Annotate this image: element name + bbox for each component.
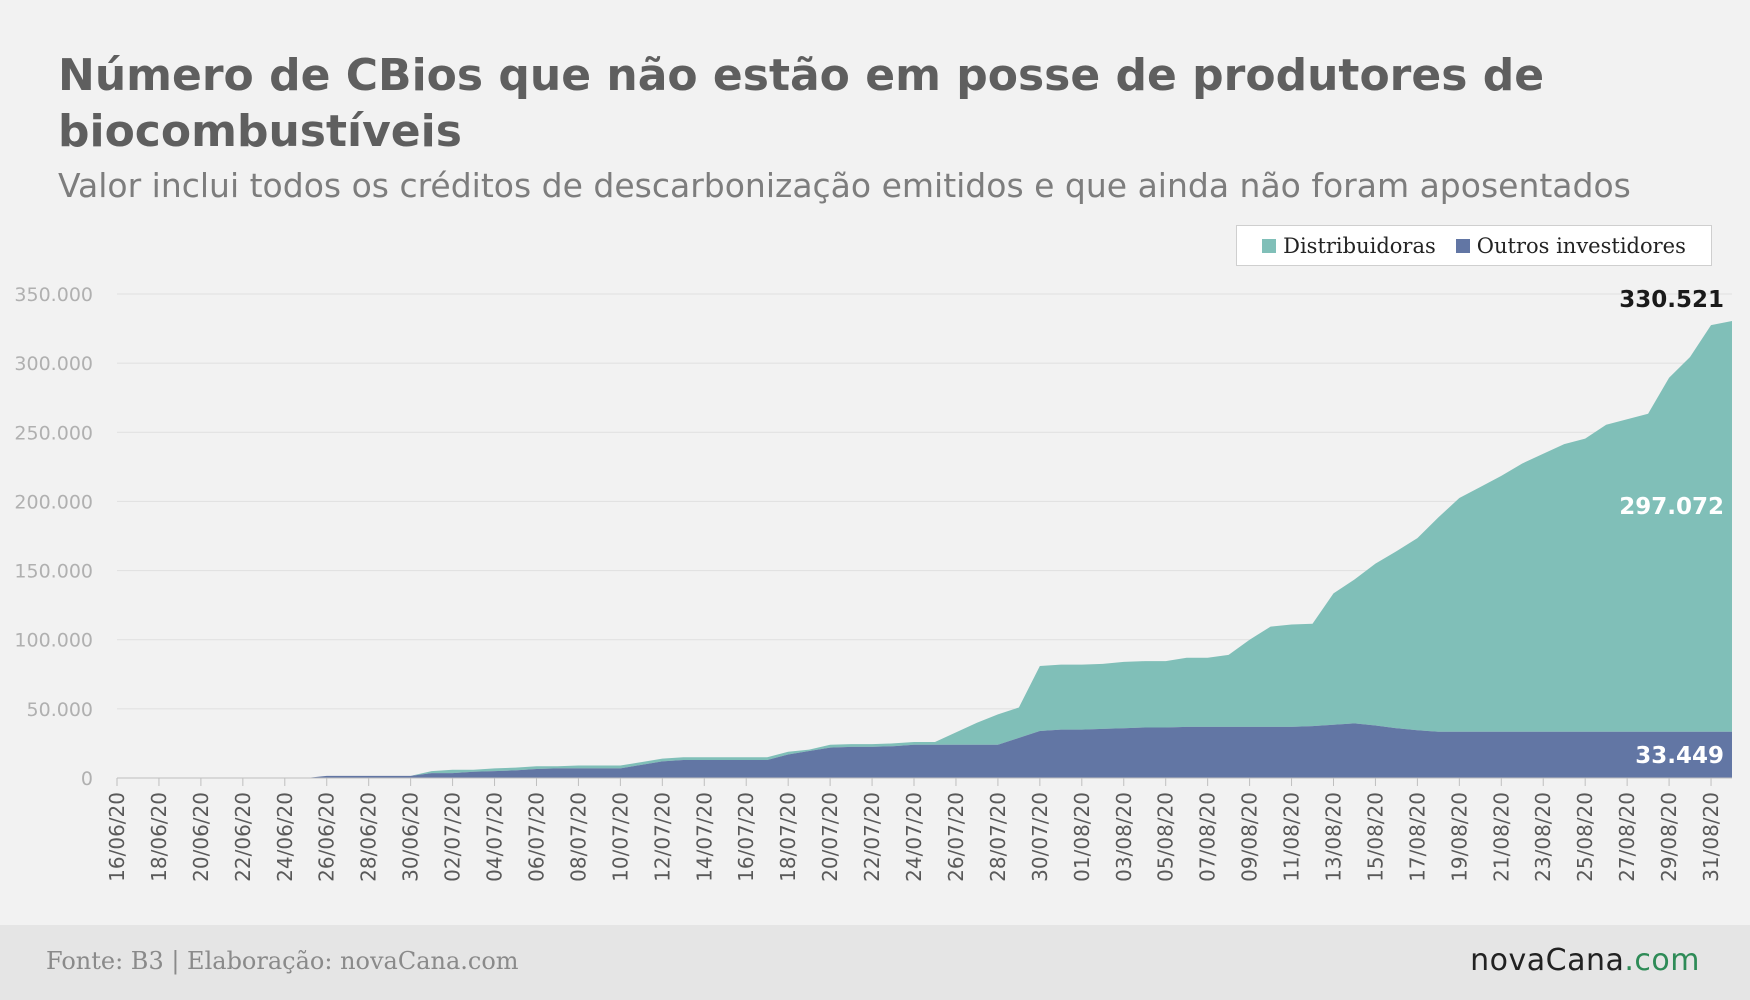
data-labels: 330.521 297.072 33.449 — [1619, 287, 1724, 769]
x-tick-label: 10/07/20 — [608, 792, 632, 882]
x-tick-label: 28/07/20 — [986, 792, 1010, 882]
x-tick-label: 15/08/20 — [1363, 792, 1387, 882]
chart-legend: Distribuidoras Outros investidores — [1236, 225, 1712, 266]
x-tick-label: 22/06/20 — [231, 792, 255, 882]
x-tick-label: 20/07/20 — [818, 792, 842, 882]
footer-bar: Fonte: B3 | Elaboração: novaCana.com nov… — [0, 925, 1750, 1000]
chart-subtitle: Valor inclui todos os créditos de descar… — [58, 166, 1631, 205]
source-note: Fonte: B3 | Elaboração: novaCana.com — [46, 947, 519, 975]
area-distribuidoras — [117, 320, 1732, 778]
y-tick-label: 250.000 — [14, 422, 93, 444]
x-tick-label: 28/06/20 — [357, 792, 381, 882]
x-tick-label: 18/06/20 — [147, 792, 171, 882]
legend-swatch-outros-investidores — [1455, 238, 1470, 253]
x-tick-label: 31/08/20 — [1699, 792, 1723, 882]
legend-item-distribuidoras: Distribuidoras — [1262, 234, 1436, 258]
x-tick-label: 08/07/20 — [566, 792, 590, 882]
x-tick-label: 14/07/20 — [692, 792, 716, 882]
y-tick-label: 150.000 — [14, 561, 93, 583]
area-chart: 0 50.000 100.000 150.000 200.000 250.000 300.0… — [14, 284, 1732, 882]
y-tick-label: 300.000 — [14, 353, 93, 375]
x-tick-label: 21/08/20 — [1489, 792, 1513, 882]
legend-label-outros-investidores: Outros investidores — [1476, 233, 1686, 258]
x-tick-label: 12/07/20 — [650, 792, 674, 882]
x-tick-label: 18/07/20 — [776, 792, 800, 882]
area-series — [117, 320, 1732, 778]
x-tick-label: 09/08/20 — [1238, 792, 1262, 882]
legend-swatch-distribuidoras — [1262, 238, 1277, 253]
x-tick-label: 30/06/20 — [399, 792, 423, 882]
x-tick-label: 05/08/20 — [1154, 792, 1178, 882]
x-tick-label: 19/08/20 — [1447, 792, 1471, 882]
x-tick-label: 22/07/20 — [860, 792, 884, 882]
x-tick-label: 01/08/20 — [1070, 792, 1094, 882]
data-label-total: 330.521 — [1619, 287, 1724, 313]
x-tick-label: 23/08/20 — [1531, 792, 1555, 882]
brand-tld: .com — [1624, 943, 1700, 978]
y-axis-tick-labels: 0 50.000 100.000 150.000 200.000 250.000 300.0… — [14, 284, 93, 790]
area-outros-investidores — [117, 723, 1732, 778]
x-tick-label: 06/07/20 — [525, 792, 549, 882]
x-axis: 16/06/20 18/06/20 20/06/20 22/06/20 24/06/20… — [105, 777, 1732, 882]
x-tick-label: 02/07/20 — [441, 792, 465, 882]
x-tick-label: 11/08/20 — [1280, 792, 1304, 882]
x-tick-label: 26/06/20 — [315, 792, 339, 882]
y-tick-label: 200.000 — [14, 491, 93, 513]
x-tick-label: 20/06/20 — [189, 792, 213, 882]
legend-item-outros-investidores: Outros investidores — [1455, 233, 1686, 258]
x-tick-label: 07/08/20 — [1196, 792, 1220, 882]
x-tick-label: 25/08/20 — [1573, 792, 1597, 882]
data-label-outros-investidores: 33.449 — [1635, 743, 1724, 769]
x-tick-label: 24/07/20 — [902, 792, 926, 882]
x-tick-label: 26/07/20 — [944, 792, 968, 882]
x-tick-label: 16/06/20 — [105, 792, 129, 882]
y-tick-label: 350.000 — [14, 284, 93, 306]
brand-name: novaCana — [1470, 943, 1625, 978]
x-tick-label: 04/07/20 — [483, 792, 507, 882]
x-tick-label: 17/08/20 — [1405, 792, 1429, 882]
y-tick-label: 100.000 — [14, 630, 93, 652]
data-label-distribuidoras: 297.072 — [1619, 494, 1724, 520]
legend-label-distribuidoras: Distribuidoras — [1283, 233, 1436, 258]
chart-title: Número de CBios que não estão em posse d… — [58, 50, 1545, 157]
y-tick-label: 0 — [81, 768, 93, 790]
y-tick-label: 50.000 — [27, 699, 93, 721]
x-tick-label: 27/08/20 — [1615, 792, 1639, 882]
brand-logo: novaCana.com — [1470, 943, 1700, 978]
x-tick-label: 29/08/20 — [1657, 792, 1681, 882]
x-tick-label: 03/08/20 — [1112, 792, 1136, 882]
x-tick-label: 13/08/20 — [1322, 792, 1346, 882]
x-tick-label: 24/06/20 — [273, 792, 297, 882]
x-tick-label: 30/07/20 — [1028, 792, 1052, 882]
x-tick-label: 16/07/20 — [734, 792, 758, 882]
